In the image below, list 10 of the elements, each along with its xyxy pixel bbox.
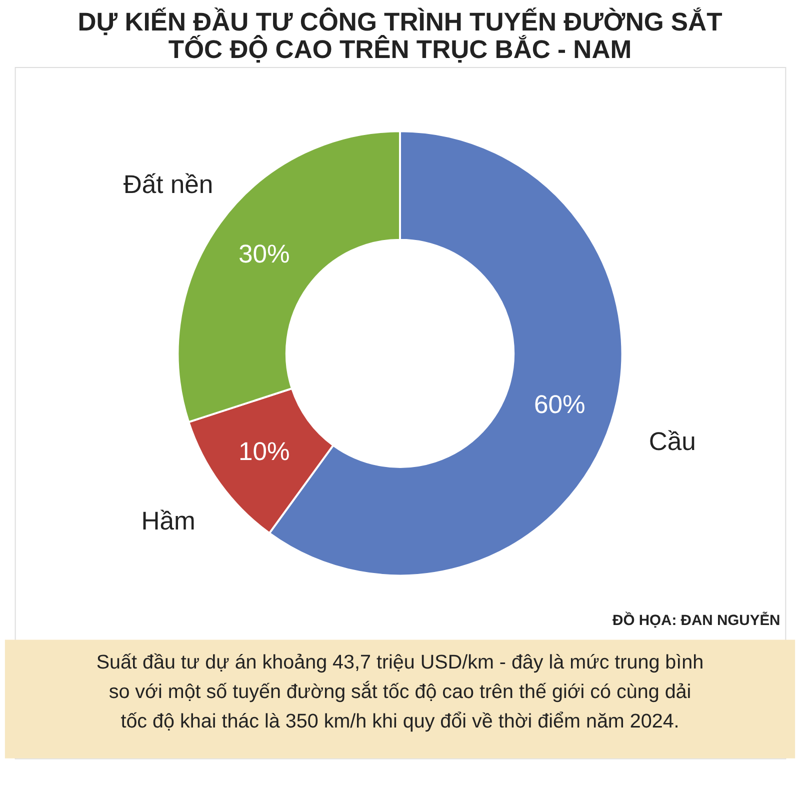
slice-label: Đất nền <box>123 170 214 199</box>
data-label: 10% <box>238 438 290 466</box>
slice-label: Cầu <box>648 428 696 456</box>
slice-label: Hầm <box>141 508 196 536</box>
data-label: 60% <box>534 391 586 420</box>
text: Suất đầu tư dự án khoảng 43,7 triệu USD/km - đây là mức trung bình so với một số tuyến đường sắt tốc độ cao trên thế giới có cùng dải tốc độ khai thác là 350 km/h khi quy đổi về thời điểm năm 2024. <box>96 651 704 733</box>
text: TỐC ĐỘ CAO TRÊN TRỤC BẮC - NAM <box>168 36 632 64</box>
data-label: 30% <box>238 240 290 269</box>
text: DỰ KIẾN ĐẦU TƯ CÔNG TRÌNH TUYẾN ĐƯỜNG SẮT <box>78 8 722 36</box>
text: ĐỒ HỌA: ĐAN NGUYỄN <box>612 610 780 629</box>
